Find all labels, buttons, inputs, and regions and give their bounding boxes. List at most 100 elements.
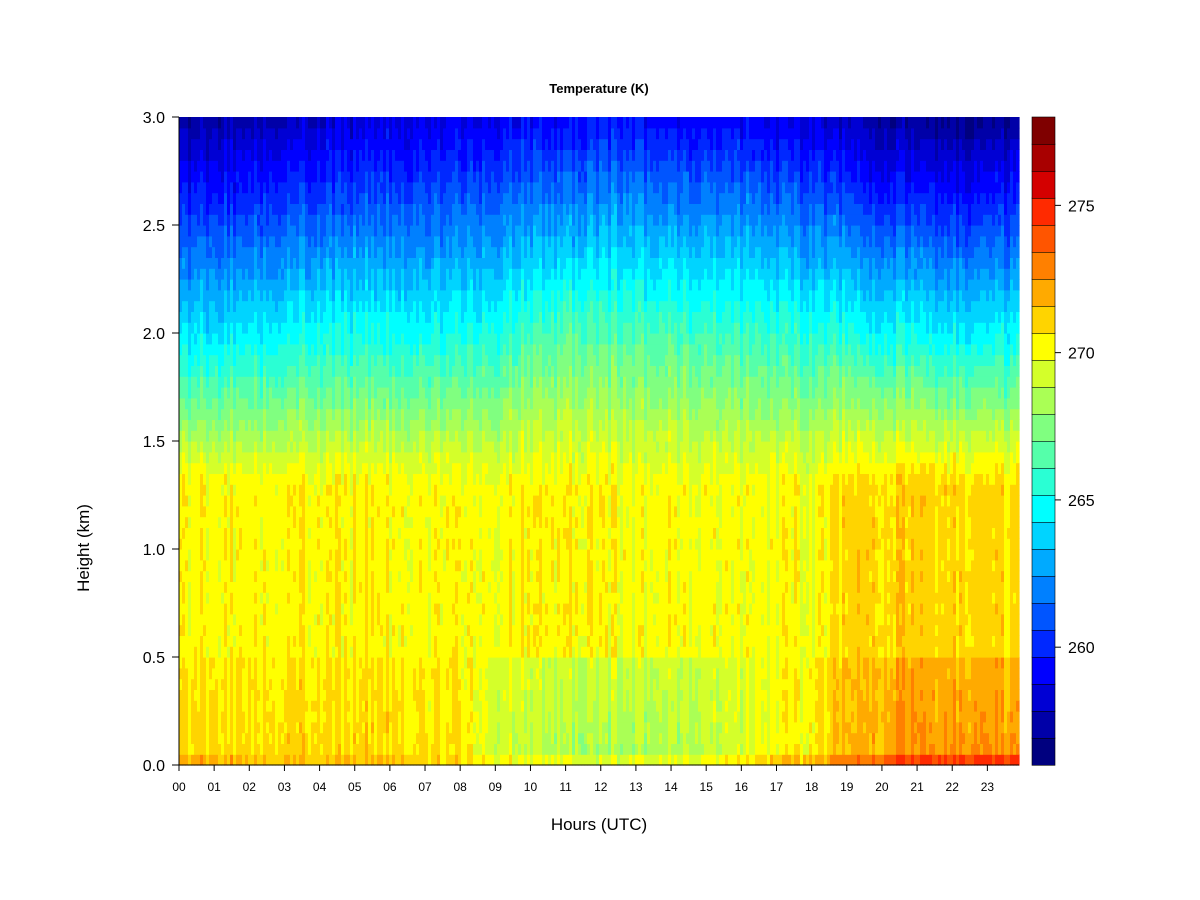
heatmap-cell <box>230 678 234 690</box>
heatmap-cell <box>257 678 261 690</box>
heatmap-cell <box>191 711 195 723</box>
heatmap-cell <box>266 419 270 431</box>
heatmap-cell <box>395 549 399 561</box>
heatmap-cell <box>293 732 297 744</box>
heatmap-cell <box>206 646 210 658</box>
heatmap-cell <box>326 408 330 420</box>
heatmap-cell <box>266 387 270 399</box>
heatmap-cell <box>251 192 255 204</box>
heatmap-cell <box>254 441 258 453</box>
heatmap-cell <box>362 181 366 194</box>
heatmap-cell <box>389 667 393 680</box>
heatmap-cell <box>422 721 426 734</box>
heatmap-cell <box>365 559 369 572</box>
heatmap-cell <box>251 225 255 237</box>
heatmap-cell <box>389 365 393 377</box>
heatmap-cell <box>236 732 240 744</box>
heatmap-cell <box>242 462 246 474</box>
heatmap-cell <box>326 527 330 539</box>
heatmap-cell <box>224 300 228 312</box>
heatmap-cell <box>218 376 222 388</box>
heatmap-cell <box>401 657 405 669</box>
heatmap-cell <box>263 559 267 572</box>
heatmap-cell <box>422 624 426 636</box>
heatmap-cell <box>266 667 270 680</box>
heatmap-cell <box>314 279 318 291</box>
heatmap-cell <box>251 430 255 442</box>
heatmap-cell <box>224 711 228 723</box>
heatmap-cell <box>416 311 420 323</box>
heatmap-cell <box>293 462 297 474</box>
heatmap-cell <box>191 203 195 215</box>
heatmap-cell <box>275 603 279 615</box>
heatmap-cell <box>314 430 318 442</box>
heatmap-cell <box>422 711 426 723</box>
heatmap-cell <box>323 516 327 528</box>
heatmap-cell <box>422 732 426 744</box>
heatmap-cell <box>419 268 423 280</box>
heatmap-cell <box>410 268 414 280</box>
heatmap-cell <box>392 559 396 572</box>
heatmap-cell <box>323 149 327 161</box>
heatmap-cell <box>335 160 339 172</box>
heatmap-cell <box>266 581 270 593</box>
heatmap-cell <box>350 613 354 626</box>
heatmap-cell <box>257 441 261 453</box>
heatmap-cell <box>392 700 396 712</box>
heatmap-cell <box>212 527 216 539</box>
heatmap-cell <box>179 441 183 453</box>
heatmap-cell <box>212 624 216 636</box>
heatmap-cell <box>221 203 225 215</box>
heatmap-cell <box>359 581 363 593</box>
heatmap-cell <box>407 171 411 183</box>
heatmap-cell <box>389 279 393 291</box>
heatmap-cell <box>263 354 267 366</box>
heatmap-cell <box>197 603 201 615</box>
heatmap-cell <box>209 538 213 550</box>
heatmap-cell <box>269 354 273 366</box>
heatmap-cell <box>272 592 276 604</box>
heatmap-cell <box>284 279 288 291</box>
heatmap-cell <box>422 505 426 518</box>
heatmap-cell <box>218 127 222 140</box>
heatmap-cell <box>287 646 291 658</box>
heatmap-cell <box>284 462 288 474</box>
heatmap-cell <box>428 635 432 647</box>
heatmap-cell <box>212 678 216 690</box>
heatmap-cell <box>308 333 312 345</box>
heatmap-cell <box>359 721 363 734</box>
heatmap-cell <box>272 387 276 399</box>
heatmap-cell <box>233 138 237 150</box>
heatmap-cell <box>239 235 243 248</box>
heatmap-cell <box>338 624 342 636</box>
heatmap-cell <box>209 495 213 507</box>
heatmap-cell <box>233 343 237 356</box>
heatmap-cell <box>209 624 213 636</box>
heatmap-cell <box>185 732 189 744</box>
heatmap-cell <box>383 333 387 345</box>
heatmap-cell <box>197 160 201 172</box>
heatmap-cell <box>353 192 357 204</box>
heatmap-cell <box>404 495 408 507</box>
heatmap-cell <box>242 678 246 690</box>
heatmap-cell <box>305 397 309 410</box>
heatmap-cell <box>311 570 315 582</box>
heatmap-cell <box>275 700 279 712</box>
heatmap-cell <box>371 711 375 723</box>
heatmap-cell <box>215 333 219 345</box>
heatmap-cell <box>359 408 363 420</box>
heatmap-cell <box>308 387 312 399</box>
heatmap-cell <box>179 527 183 539</box>
heatmap-cell <box>293 581 297 593</box>
heatmap-cell <box>227 451 231 464</box>
heatmap-cell <box>260 624 264 636</box>
heatmap-cell <box>260 711 264 723</box>
heatmap-cell <box>194 300 198 312</box>
heatmap-cell <box>353 527 357 539</box>
heatmap-cell <box>248 754 252 766</box>
heatmap-cell <box>425 397 429 410</box>
heatmap-cell <box>410 700 414 712</box>
heatmap-cell <box>341 419 345 431</box>
heatmap-cell <box>368 225 372 237</box>
heatmap-cell <box>398 484 402 496</box>
